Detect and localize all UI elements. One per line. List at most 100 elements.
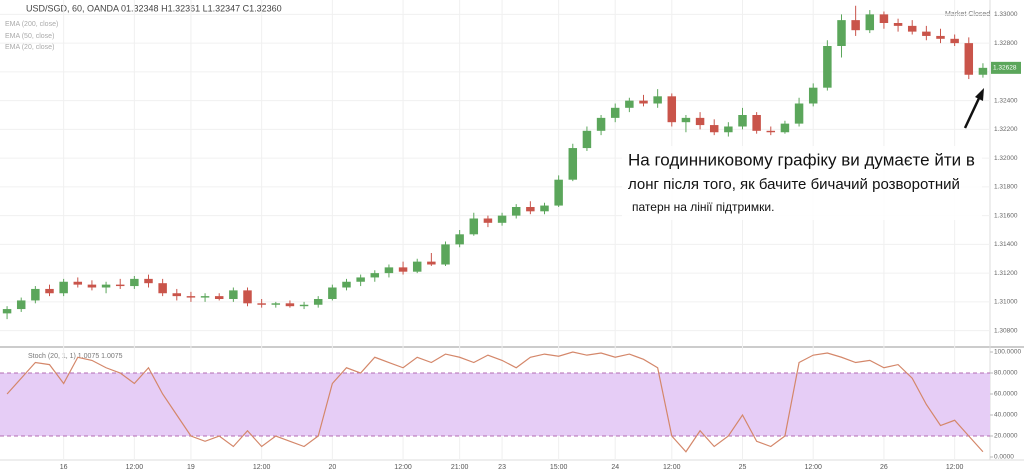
x-tick-label: 12:00	[946, 464, 964, 471]
x-tick-label: 15:00	[550, 464, 568, 471]
candle-body	[936, 35, 945, 39]
x-tick-label: 24	[611, 464, 619, 471]
y-tick-label: 1.32800	[994, 40, 1018, 47]
x-tick-label: 12:00	[804, 464, 822, 471]
candle-body	[115, 284, 125, 287]
candle-body	[837, 20, 846, 46]
candle-body	[214, 296, 224, 299]
candle-body	[101, 284, 111, 288]
last-price-label: 1.32628	[993, 65, 1017, 72]
candle-body	[497, 215, 507, 223]
arrow	[963, 95, 982, 129]
y-tick-label: 1.30800	[994, 327, 1018, 334]
candle-body	[540, 205, 549, 212]
candle-body	[342, 281, 351, 288]
candle-body	[950, 38, 959, 44]
candle-body	[31, 288, 40, 301]
candle-body	[469, 218, 479, 235]
y-tick-label: 40.0000	[994, 412, 1018, 419]
candle-body	[823, 46, 832, 88]
x-tick-label: 26	[880, 464, 888, 471]
candle-body	[511, 207, 521, 216]
x-tick-label: 16	[60, 464, 68, 471]
x-tick-label: 23	[498, 464, 506, 471]
candle-body	[186, 296, 196, 298]
candle-body	[299, 304, 309, 307]
chart-title: USD/SGD, 60, OANDA 01.32348 H1.32361 L1.…	[26, 3, 282, 13]
y-tick-label: 100.0000	[994, 349, 1021, 356]
candle-body	[639, 100, 648, 104]
candle-body	[653, 96, 662, 104]
candle-body	[370, 273, 380, 278]
candle-body	[752, 115, 761, 131]
candle-body	[964, 43, 974, 75]
overlay-label: EMA (20, close)	[5, 44, 54, 51]
candle-body	[87, 284, 97, 288]
y-tick-label: 80.0000	[994, 370, 1018, 377]
y-tick-label: 1.31600	[994, 212, 1018, 219]
candle-body	[200, 296, 210, 298]
overbought-oversold-band	[0, 373, 990, 436]
candle-body	[667, 96, 677, 123]
candle-body	[724, 126, 733, 133]
x-tick-label: 21:00	[451, 464, 469, 471]
candle-body	[427, 261, 436, 265]
candle-body	[384, 267, 394, 274]
candle-body	[582, 130, 592, 149]
candle-body	[709, 125, 719, 133]
x-tick-label: 19	[187, 464, 195, 471]
candle-body	[554, 179, 563, 206]
candle-body	[73, 281, 83, 285]
candle-body	[59, 281, 68, 294]
overlay-label: EMA (50, close)	[5, 33, 54, 40]
candle-body	[851, 20, 860, 31]
x-tick-label: 12:00	[663, 464, 681, 471]
candle-body	[808, 87, 818, 104]
candle-body	[780, 123, 790, 133]
indicator-title: Stoch (20, 1, 1) 1.0075 1.0075	[28, 353, 123, 360]
annotation-bg	[622, 146, 982, 220]
candle-body	[681, 117, 691, 123]
y-tick-label: 1.31000	[994, 299, 1018, 306]
candle-body	[257, 303, 266, 305]
y-tick-label: 60.0000	[994, 391, 1018, 398]
candle-body	[893, 23, 903, 26]
candle-body	[978, 67, 988, 75]
candle-body	[907, 25, 917, 32]
y-tick-label: 20.0000	[994, 433, 1018, 440]
candle-body	[526, 207, 535, 212]
candle-body	[596, 117, 606, 131]
candle-body	[610, 107, 620, 118]
candle-body	[766, 130, 776, 133]
y-tick-label: 0.0000	[994, 454, 1014, 461]
x-tick-label: 12:00	[394, 464, 412, 471]
candle-body	[130, 278, 139, 287]
candle-body	[158, 283, 167, 294]
candle-body	[16, 300, 26, 310]
candle-body	[328, 287, 337, 299]
candle-body	[2, 309, 12, 314]
candle-body	[738, 115, 747, 127]
candle-body	[568, 148, 578, 180]
annotation: лонг після того, як бачите бичачий розво…	[628, 176, 960, 193]
y-tick-label: 1.31200	[994, 270, 1018, 277]
candle-body	[144, 278, 153, 284]
candle-body	[441, 244, 450, 265]
annotation: На годинниковому графіку ви думаєте йти …	[628, 150, 975, 169]
last-price-tag	[991, 61, 1021, 74]
candle-body	[483, 218, 493, 223]
candle-body	[313, 299, 323, 305]
candle-body	[285, 303, 295, 307]
candle-body	[865, 14, 875, 31]
candle-body	[455, 234, 464, 245]
y-tick-label: 1.31800	[994, 184, 1018, 191]
candle-body	[229, 290, 238, 299]
candle-body	[794, 103, 804, 124]
candle-body	[271, 303, 281, 305]
x-tick-label: 12:00	[126, 464, 144, 471]
y-tick-label: 1.33000	[994, 11, 1018, 18]
arrow-head	[975, 88, 984, 101]
candle-body	[879, 14, 889, 23]
candle-body	[625, 100, 634, 108]
